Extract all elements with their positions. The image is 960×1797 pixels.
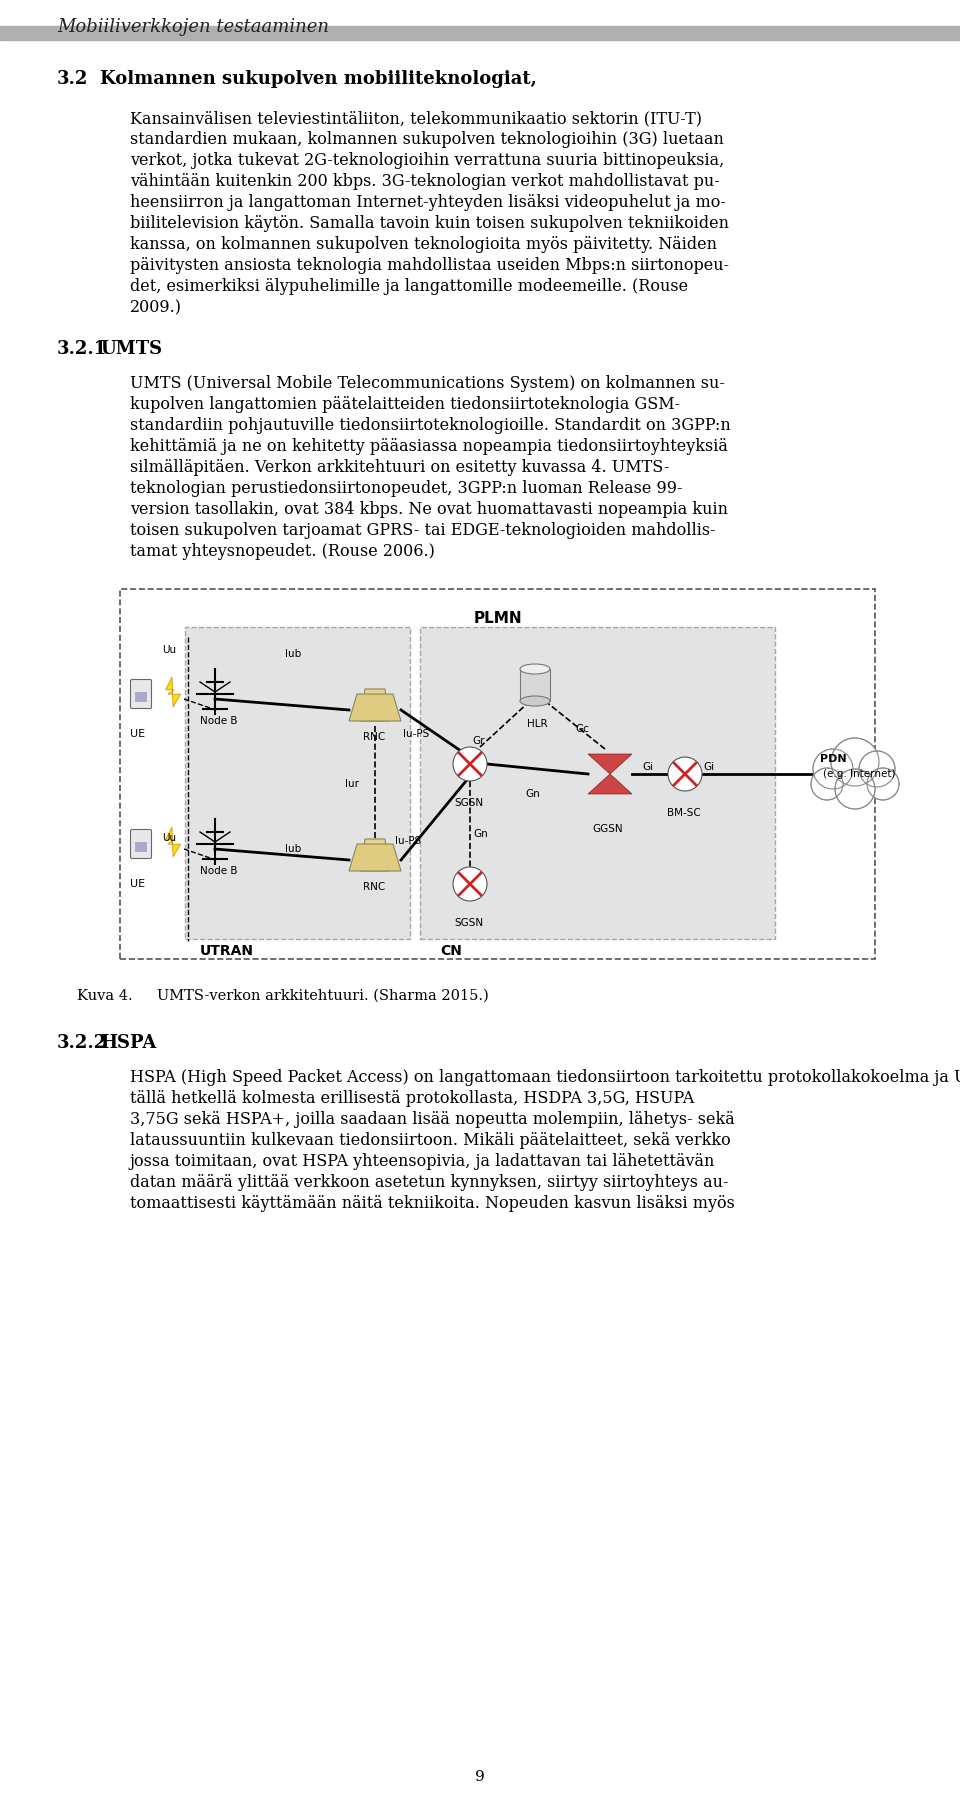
Text: HLR: HLR <box>527 719 547 730</box>
Text: Gn: Gn <box>473 828 488 839</box>
Text: UE: UE <box>130 730 145 739</box>
Text: Iu-PS: Iu-PS <box>403 730 429 739</box>
Polygon shape <box>361 839 389 872</box>
Text: Mobiiliverkkojen testaaminen: Mobiiliverkkojen testaaminen <box>57 18 329 36</box>
Text: version tasollakin, ovat 384 kbps. Ne ovat huomattavasti nopeampia kuin: version tasollakin, ovat 384 kbps. Ne ov… <box>130 501 728 518</box>
Circle shape <box>811 767 843 800</box>
Polygon shape <box>588 775 632 794</box>
Text: Iub: Iub <box>285 845 301 854</box>
Text: verkot, jotka tukevat 2G-teknologioihin verrattuna suuria bittinopeuksia,: verkot, jotka tukevat 2G-teknologioihin … <box>130 153 724 169</box>
Text: Iu-PS: Iu-PS <box>395 836 421 846</box>
FancyBboxPatch shape <box>131 679 152 708</box>
Bar <box>135 692 147 703</box>
Text: Gn: Gn <box>525 789 540 800</box>
Circle shape <box>813 749 853 789</box>
Polygon shape <box>588 755 632 775</box>
Text: CN: CN <box>440 943 462 958</box>
Text: HSPA (High Speed Packet Access) on langattomaan tiedonsiirtoon tarkoitettu proto: HSPA (High Speed Packet Access) on langa… <box>130 1069 960 1085</box>
Text: Uu: Uu <box>162 834 176 843</box>
Text: kanssa, on kolmannen sukupolven teknologioita myös päivitetty. Näiden: kanssa, on kolmannen sukupolven teknolog… <box>130 235 717 253</box>
Text: Gr: Gr <box>472 737 485 746</box>
Text: RNC: RNC <box>363 731 385 742</box>
Text: Node B: Node B <box>200 866 237 875</box>
Text: kupolven langattomien päätelaitteiden tiedonsiirtoteknologia GSM-: kupolven langattomien päätelaitteiden ti… <box>130 395 680 413</box>
Text: silmälläpitäen. Verkon arkkitehtuuri on esitetty kuvassa 4. UMTS-: silmälläpitäen. Verkon arkkitehtuuri on … <box>130 458 669 476</box>
Circle shape <box>831 739 879 785</box>
Text: lataussuuntiin kulkevaan tiedonsiirtoon. Mikäli päätelaitteet, sekä verkko: lataussuuntiin kulkevaan tiedonsiirtoon.… <box>130 1132 731 1148</box>
Text: UTRAN: UTRAN <box>200 943 254 958</box>
Text: UMTS (Universal Mobile Telecommunications System) on kolmannen su-: UMTS (Universal Mobile Telecommunication… <box>130 376 725 392</box>
Circle shape <box>835 769 875 809</box>
Circle shape <box>453 748 487 782</box>
Circle shape <box>668 757 702 791</box>
Text: UMTS-verkon arkkitehtuuri. (Sharma 2015.): UMTS-verkon arkkitehtuuri. (Sharma 2015.… <box>157 988 489 1003</box>
Bar <box>135 843 147 852</box>
Text: päivitysten ansiosta teknologia mahdollistaa useiden Mbps:n siirtonopeu-: päivitysten ansiosta teknologia mahdolli… <box>130 257 730 273</box>
Circle shape <box>867 767 899 800</box>
Ellipse shape <box>520 665 550 674</box>
Text: PDN: PDN <box>820 755 847 764</box>
Text: Gi: Gi <box>642 762 653 773</box>
Text: 3.2: 3.2 <box>57 70 88 88</box>
Text: tällä hetkellä kolmesta erillisestä protokollasta, HSDPA 3,5G, HSUPA: tällä hetkellä kolmesta erillisestä prot… <box>130 1091 694 1107</box>
Circle shape <box>859 751 895 787</box>
Bar <box>520 668 550 701</box>
Text: GGSN: GGSN <box>592 825 623 834</box>
Text: tamat yhteysnopeudet. (Rouse 2006.): tamat yhteysnopeudet. (Rouse 2006.) <box>130 543 435 561</box>
Text: UE: UE <box>130 879 145 890</box>
Text: heensiirron ja langattoman Internet-yhteyden lisäksi videopuhelut ja mo-: heensiirron ja langattoman Internet-yhte… <box>130 194 726 210</box>
Text: biilitelevision käytön. Samalla tavoin kuin toisen sukupolven tekniikoiden: biilitelevision käytön. Samalla tavoin k… <box>130 216 729 232</box>
Polygon shape <box>165 677 180 706</box>
Text: Kansainvälisen televiestintäliiton, telekommunikaatio sektorin (ITU-T): Kansainvälisen televiestintäliiton, tele… <box>130 110 702 128</box>
Bar <box>420 627 775 940</box>
Text: BM-SC: BM-SC <box>667 809 701 818</box>
Text: toisen sukupolven tarjoamat GPRS- tai EDGE-teknologioiden mahdollis-: toisen sukupolven tarjoamat GPRS- tai ED… <box>130 521 715 539</box>
Polygon shape <box>361 688 389 721</box>
Circle shape <box>453 866 487 900</box>
Text: Gi: Gi <box>703 762 714 773</box>
Text: Gc: Gc <box>575 724 588 733</box>
Text: Iub: Iub <box>285 649 301 659</box>
Text: Node B: Node B <box>200 715 237 726</box>
Text: PLMN: PLMN <box>473 611 522 625</box>
Polygon shape <box>349 694 401 721</box>
Ellipse shape <box>520 695 550 706</box>
Text: RNC: RNC <box>363 882 385 891</box>
Text: 3.2.2: 3.2.2 <box>57 1033 108 1051</box>
Text: HSPA: HSPA <box>100 1033 156 1051</box>
Text: vähintään kuitenkin 200 kbps. 3G-teknologian verkot mahdollistavat pu-: vähintään kuitenkin 200 kbps. 3G-teknolo… <box>130 173 720 190</box>
Text: jossa toimitaan, ovat HSPA yhteensopivia, ja ladattavan tai lähetettävän: jossa toimitaan, ovat HSPA yhteensopivia… <box>130 1154 715 1170</box>
Text: det, esimerkiksi älypuhelimille ja langattomille modeemeille. (Rouse: det, esimerkiksi älypuhelimille ja langa… <box>130 279 688 295</box>
FancyBboxPatch shape <box>131 830 152 859</box>
Bar <box>0 25 960 40</box>
Text: Uu: Uu <box>162 645 176 654</box>
Text: Kuva 4.: Kuva 4. <box>77 988 132 1003</box>
Text: tomaattisesti käyttämään näitä tekniikoita. Nopeuden kasvun lisäksi myös: tomaattisesti käyttämään näitä tekniikoi… <box>130 1195 734 1211</box>
Text: 9: 9 <box>475 1770 485 1784</box>
Text: (e.g. Internet): (e.g. Internet) <box>823 769 896 780</box>
Text: 3,75G sekä HSPA+, joilla saadaan lisää nopeutta molempiin, lähetys- sekä: 3,75G sekä HSPA+, joilla saadaan lisää n… <box>130 1111 734 1129</box>
Polygon shape <box>349 845 401 872</box>
Text: datan määrä ylittää verkkoon asetetun kynnyksen, siirtyy siirtoyhteys au-: datan määrä ylittää verkkoon asetetun ky… <box>130 1173 729 1191</box>
Text: teknologian perustiedonsiirtonopeudet, 3GPP:n luoman Release 99-: teknologian perustiedonsiirtonopeudet, 3… <box>130 480 683 498</box>
Text: UMTS: UMTS <box>100 340 162 358</box>
Text: kehittämiä ja ne on kehitetty pääasiassa nopeampia tiedonsiirtoyhteyksiä: kehittämiä ja ne on kehitetty pääasiassa… <box>130 438 728 455</box>
Text: standardiin pohjautuville tiedonsiirtoteknologioille. Standardit on 3GPP:n: standardiin pohjautuville tiedonsiirtote… <box>130 417 731 435</box>
Text: 3.2.1: 3.2.1 <box>57 340 108 358</box>
Polygon shape <box>165 827 180 857</box>
Bar <box>185 627 410 940</box>
Bar <box>120 589 875 960</box>
Text: 2009.): 2009.) <box>130 298 182 316</box>
Text: SGSN: SGSN <box>454 918 483 927</box>
Text: SGSN: SGSN <box>454 798 483 809</box>
Text: standardien mukaan, kolmannen sukupolven teknologioihin (3G) luetaan: standardien mukaan, kolmannen sukupolven… <box>130 131 724 147</box>
Text: Iur: Iur <box>345 780 359 789</box>
Text: Kolmannen sukupolven mobiiliteknologiat,: Kolmannen sukupolven mobiiliteknologiat, <box>100 70 537 88</box>
